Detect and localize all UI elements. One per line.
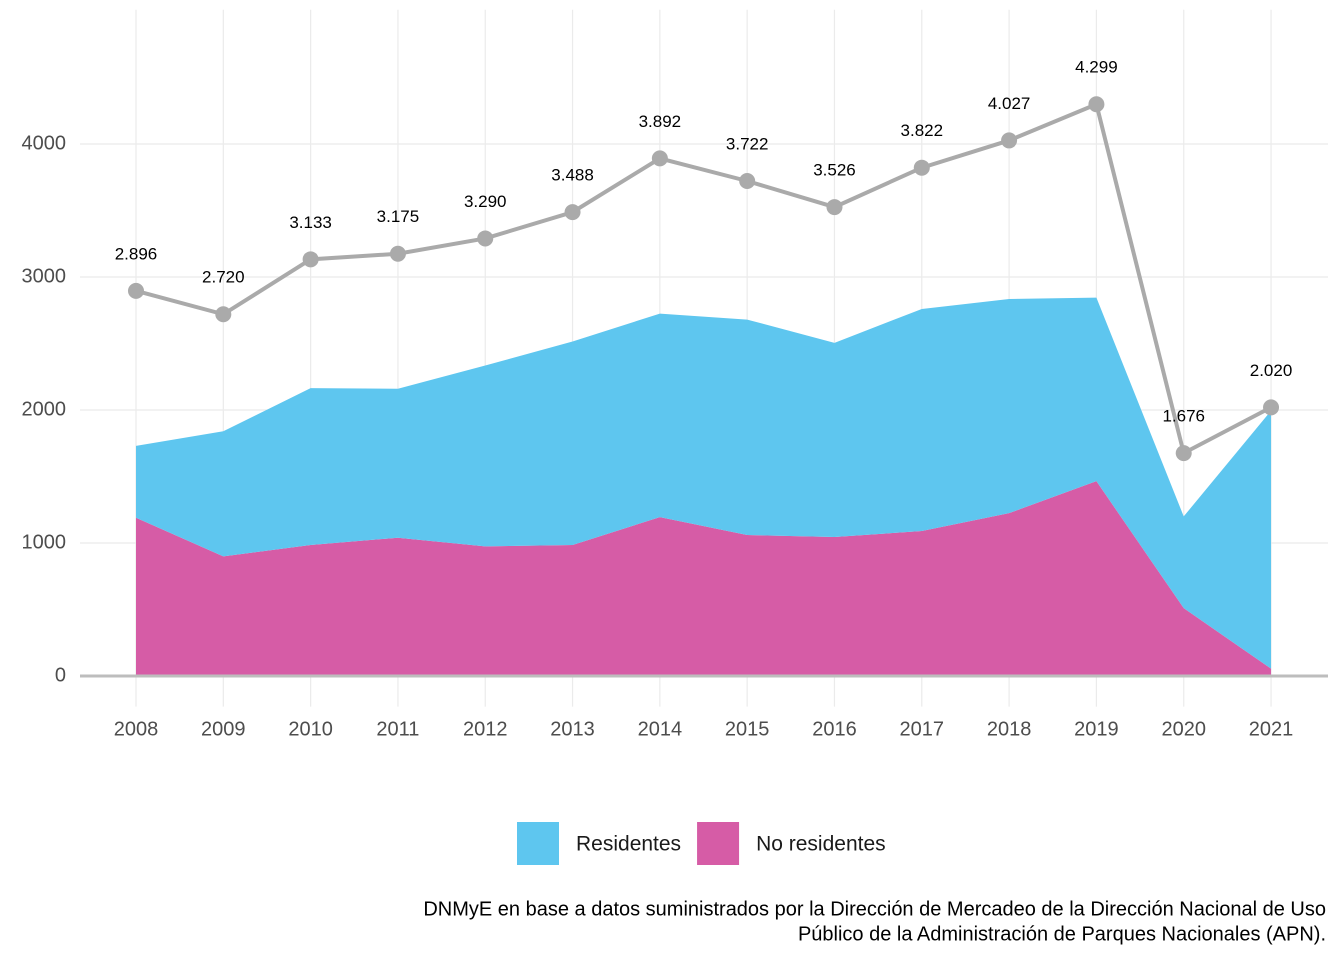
total-point <box>128 282 144 299</box>
value-label: 3.175 <box>377 207 420 226</box>
total-point <box>477 230 494 247</box>
value-label: 3.892 <box>639 112 682 131</box>
total-point <box>215 306 232 323</box>
value-label: 3.526 <box>813 161 856 180</box>
caption: DNMyE en base a datos suministrados por … <box>423 898 1326 920</box>
value-label: 2.896 <box>115 244 158 263</box>
total-point <box>389 245 406 262</box>
x-tick-label: 2020 <box>1161 718 1206 740</box>
total-point <box>1088 96 1105 113</box>
x-tick-label: 2016 <box>812 718 857 740</box>
x-tick-label: 2019 <box>1074 718 1119 740</box>
total-point <box>1001 132 1018 149</box>
area <box>136 297 1272 669</box>
total-point <box>1175 445 1192 462</box>
value-label: 1.676 <box>1162 407 1205 426</box>
y-tick-label: 4000 <box>22 132 67 154</box>
value-label: 3.822 <box>901 121 944 140</box>
total-point <box>913 159 930 176</box>
y-tick-label: 2000 <box>22 398 67 420</box>
x-tick-label: 2011 <box>376 718 419 740</box>
legend-swatch <box>697 822 740 865</box>
total-point <box>302 251 319 268</box>
value-label: 3.722 <box>726 134 769 153</box>
x-tick-label: 2017 <box>900 718 945 740</box>
x-tick-label: 2012 <box>463 718 508 740</box>
value-label: 2.720 <box>202 268 245 287</box>
total-point <box>826 199 843 216</box>
value-label: 4.027 <box>988 94 1031 113</box>
x-tick-label: 2014 <box>638 718 683 740</box>
total-point <box>739 172 756 189</box>
y-tick-label: 1000 <box>22 531 67 553</box>
y-tick-label: 0 <box>55 664 66 686</box>
x-tick-label: 2013 <box>550 718 595 740</box>
x-tick-label: 2009 <box>201 718 246 740</box>
total-point <box>564 204 581 221</box>
value-label: 3.290 <box>464 192 507 211</box>
total-point <box>651 150 668 167</box>
caption: Público de la Administración de Parques … <box>798 923 1326 945</box>
legend-label: No residentes <box>756 833 886 856</box>
value-label: 3.488 <box>551 166 594 185</box>
legend-swatch <box>517 822 559 865</box>
total-line <box>135 101 1272 457</box>
total-point <box>1263 399 1280 416</box>
x-tick-label: 2018 <box>987 718 1032 740</box>
value-label: 2.020 <box>1250 361 1293 380</box>
x-tick-label: 2015 <box>725 718 770 740</box>
x-tick-label: 2021 <box>1249 718 1294 740</box>
legend-label: Residentes <box>576 833 681 856</box>
value-label: 4.299 <box>1075 58 1118 77</box>
value-label: 3.133 <box>289 213 332 232</box>
y-tick-label: 3000 <box>22 265 67 287</box>
area <box>136 481 1272 677</box>
x-tick-label: 2010 <box>288 718 333 740</box>
x-tick-label: 2008 <box>114 718 159 740</box>
